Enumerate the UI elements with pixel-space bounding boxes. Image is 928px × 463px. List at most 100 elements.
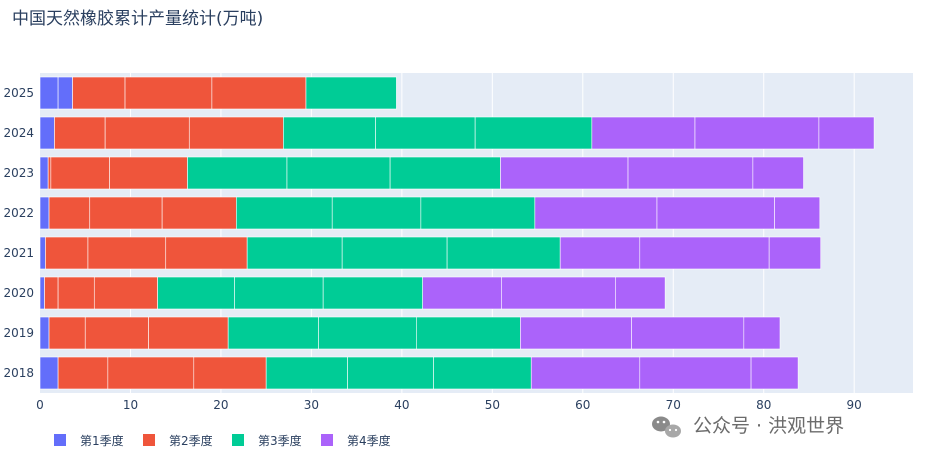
y-tick-label: 2022 <box>3 206 34 220</box>
bar-segment-2021-s2-m1[interactable] <box>45 236 89 270</box>
bar-segment-2022-s3-m2[interactable] <box>331 196 422 230</box>
legend-swatch-3[interactable] <box>232 434 244 446</box>
bar-segment-2025-s2-m3[interactable] <box>211 76 307 110</box>
bar-segment-2024-s2-m1[interactable] <box>54 116 106 150</box>
bar-segment-2020-s3-m3[interactable] <box>322 276 423 310</box>
bar-segment-2022-s1-m1[interactable] <box>39 196 50 230</box>
y-tick-label: 2020 <box>3 286 34 300</box>
bar-segment-2019-s4-m1[interactable] <box>520 316 632 350</box>
bar-segment-2022-s3-m3[interactable] <box>420 196 536 230</box>
x-tick-label: 20 <box>213 398 228 412</box>
bar-segment-2022-s4-m3[interactable] <box>774 196 821 230</box>
bar-segment-2024-s3-m3[interactable] <box>474 116 593 150</box>
watermark-text: 公众号 · 洪观世界 <box>693 415 844 437</box>
bar-segment-2019-s2-m1[interactable] <box>48 316 86 350</box>
bar-segment-2023-s3-m3[interactable] <box>389 156 501 190</box>
bar-segment-2021-s3-m2[interactable] <box>341 236 448 270</box>
bar-segment-2025-s1-m1[interactable] <box>39 76 59 110</box>
bar-segment-2018-s4-m1[interactable] <box>530 356 641 390</box>
legend-label-3[interactable]: 第3季度 <box>258 433 302 448</box>
bar-segment-2019-s4-m2[interactable] <box>631 316 745 350</box>
bar-segment-2023-s1-m1[interactable] <box>39 156 49 190</box>
bar-segment-2020-s2-m1[interactable] <box>44 276 59 310</box>
legend-swatch-2[interactable] <box>143 434 155 446</box>
bar-segment-2025-s3-m1[interactable] <box>305 76 397 110</box>
y-tick-label: 2023 <box>3 166 34 180</box>
legend-swatch-4[interactable] <box>321 434 333 446</box>
bar-segment-2018-s2-m3[interactable] <box>193 356 267 390</box>
bar-segment-2025-s2-m1[interactable] <box>72 76 126 110</box>
bar-segment-2022-s4-m1[interactable] <box>534 196 658 230</box>
x-axis: 0 10 20 30 40 50 60 70 80 90 <box>36 398 862 412</box>
x-tick-label: 60 <box>575 398 590 412</box>
bar-segment-2023-s4-m3[interactable] <box>752 156 804 190</box>
bar-segment-2024-s3-m1[interactable] <box>283 116 376 150</box>
legend-swatch-1[interactable] <box>54 434 66 446</box>
bar-segment-2025-s2-m2[interactable] <box>124 76 213 110</box>
bar-segment-2018-s2-m2[interactable] <box>107 356 195 390</box>
bar-segment-2024-s4-m2[interactable] <box>694 116 820 150</box>
bar-segment-2020-s3-m1[interactable] <box>157 276 235 310</box>
bar-segment-2024-s3-m2[interactable] <box>375 116 476 150</box>
bar-segment-2020-s2-m2[interactable] <box>57 276 95 310</box>
bar-segment-2024-s4-m1[interactable] <box>591 116 696 150</box>
bar-segment-2020-s4-m1[interactable] <box>422 276 502 310</box>
bar-segment-2020-s2-m3[interactable] <box>93 276 158 310</box>
bar-segment-2022-s2-m1[interactable] <box>48 196 91 230</box>
bar-segment-2020-s4-m2[interactable] <box>501 276 616 310</box>
bar-segment-2019-s4-m3[interactable] <box>743 316 781 350</box>
bar-segment-2020-s3-m2[interactable] <box>234 276 324 310</box>
bar-segment-2018-s2-m1[interactable] <box>57 356 109 390</box>
bar-segment-2023-s3-m2[interactable] <box>286 156 391 190</box>
bar-segment-2019-s3-m3[interactable] <box>416 316 521 350</box>
bar-segment-2021-s2-m2[interactable] <box>87 236 167 270</box>
bar-segment-2019-s1-m1[interactable] <box>39 316 50 350</box>
bar-segment-2021-s2-m3[interactable] <box>165 236 248 270</box>
x-tick-label: 30 <box>304 398 319 412</box>
bar-segment-2021-s3-m1[interactable] <box>246 236 343 270</box>
bar-segment-2024-s2-m3[interactable] <box>188 116 284 150</box>
bar-segment-2021-s4-m2[interactable] <box>639 236 770 270</box>
bar-segment-2018-s1-m1[interactable] <box>39 356 59 390</box>
bar-segment-2021-s4-m3[interactable] <box>768 236 822 270</box>
bar-segment-2022-s3-m1[interactable] <box>236 196 333 230</box>
bars[interactable] <box>39 76 875 390</box>
x-tick-label: 40 <box>394 398 409 412</box>
bar-segment-2021-s1-m1[interactable] <box>39 236 46 270</box>
bar-segment-2018-s4-m2[interactable] <box>639 356 752 390</box>
legend-label-4[interactable]: 第4季度 <box>347 433 391 448</box>
bar-segment-2020-s1-m1[interactable] <box>39 276 45 310</box>
bar-segment-2024-s2-m2[interactable] <box>104 116 190 150</box>
bar-segment-2022-s2-m2[interactable] <box>89 196 163 230</box>
bar-segment-2020-s4-m3[interactable] <box>615 276 666 310</box>
bar-segment-2019-s3-m2[interactable] <box>318 316 417 350</box>
bar-segment-2023-s3-m1[interactable] <box>187 156 288 190</box>
bar-segment-2021-s4-m1[interactable] <box>559 236 641 270</box>
bar-segment-2022-s2-m3[interactable] <box>161 196 237 230</box>
bar-segment-2022-s4-m2[interactable] <box>656 196 775 230</box>
bar-segment-2024-s1-m1[interactable] <box>39 116 55 150</box>
bar-segment-2018-s3-m2[interactable] <box>347 356 434 390</box>
legend[interactable]: 第1季度 第2季度 第3季度 第4季度 <box>54 433 391 448</box>
bar-segment-2021-s3-m3[interactable] <box>446 236 561 270</box>
chart-title: 中国天然橡胶累计产量统计(万吨) <box>12 9 263 29</box>
x-tick-label: 50 <box>485 398 500 412</box>
bar-segment-2023-s4-m2[interactable] <box>627 156 754 190</box>
y-tick-label: 2024 <box>3 126 34 140</box>
bar-segment-2025-s1-m2[interactable] <box>57 76 73 110</box>
bar-segment-2019-s3-m1[interactable] <box>227 316 319 350</box>
x-tick-label: 80 <box>756 398 771 412</box>
legend-label-2[interactable]: 第2季度 <box>169 433 213 448</box>
bar-segment-2018-s3-m1[interactable] <box>265 356 348 390</box>
legend-label-1[interactable]: 第1季度 <box>80 433 124 448</box>
bar-segment-2023-s4-m1[interactable] <box>500 156 629 190</box>
bar-segment-2023-s2-m3[interactable] <box>109 156 188 190</box>
bar-segment-2018-s3-m3[interactable] <box>433 356 532 390</box>
bar-segment-2023-s2-m2[interactable] <box>50 156 110 190</box>
bar-segment-2019-s2-m3[interactable] <box>148 316 229 350</box>
bar-segment-2024-s4-m3[interactable] <box>818 116 875 150</box>
bar-segment-2023-s2-m1[interactable] <box>47 156 52 190</box>
bar-segment-2018-s4-m3[interactable] <box>750 356 799 390</box>
bar-segment-2019-s2-m2[interactable] <box>84 316 149 350</box>
